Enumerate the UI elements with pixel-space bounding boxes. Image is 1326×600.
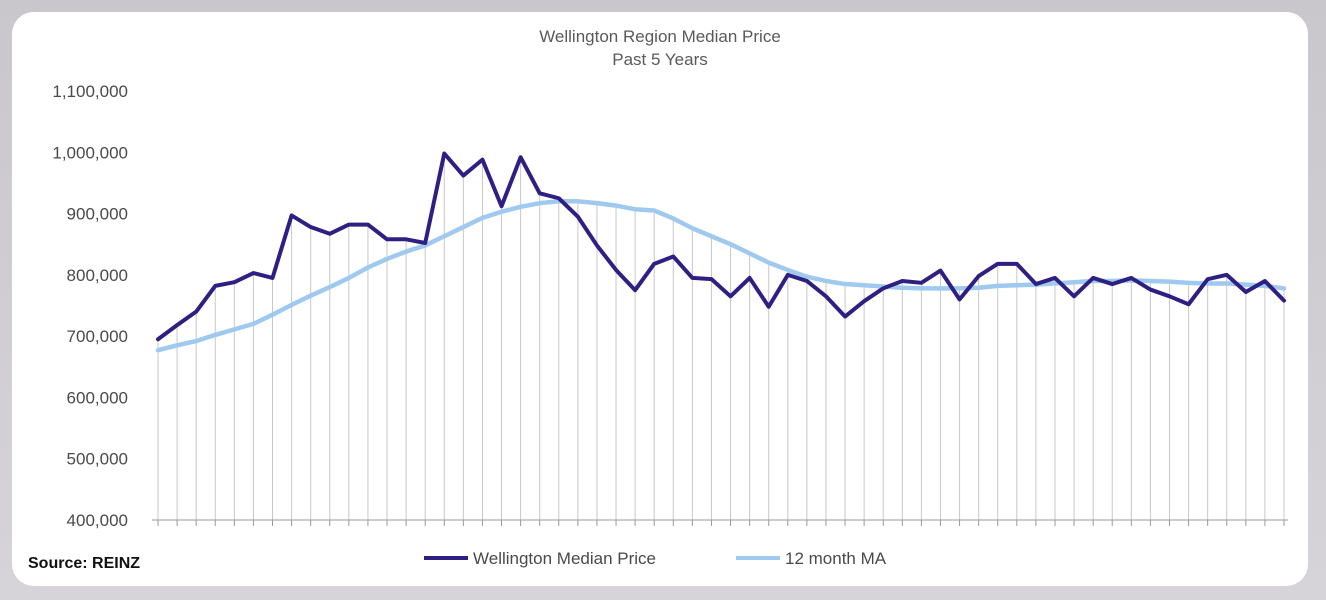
source-note: Source: REINZ	[28, 555, 140, 572]
x-axis	[152, 519, 1288, 526]
drop-lines	[157, 153, 1285, 520]
y-tick-label: 900,000	[67, 205, 128, 224]
price-chart: Wellington Region Median Price Past 5 Ye…	[28, 27, 1288, 572]
y-axis: 400,000 500,000 600,000 700,000 800,000 900,0…	[52, 82, 128, 530]
y-tick-label: 1,000,000	[52, 143, 128, 162]
y-tick-label: 700,000	[67, 327, 128, 346]
y-tick-label: 1,100,000	[52, 82, 128, 101]
series-line-median-price	[156, 151, 1286, 342]
series-lines	[155, 151, 1287, 353]
legend: Wellington Median Price 12 month MA	[424, 549, 887, 568]
y-tick-label: 400,000	[67, 511, 128, 530]
y-tick-label: 800,000	[67, 266, 128, 285]
y-tick-label: 600,000	[67, 388, 128, 407]
y-tick-label: 500,000	[67, 450, 128, 469]
series-line-12-month-ma	[155, 199, 1287, 353]
chart-card: Wellington Region Median Price Past 5 Ye…	[12, 12, 1308, 586]
legend-label-median: Wellington Median Price	[473, 549, 656, 568]
chart-title: Wellington Region Median Price	[539, 27, 781, 46]
chart-subtitle: Past 5 Years	[612, 50, 707, 69]
legend-label-ma: 12 month MA	[785, 549, 887, 568]
